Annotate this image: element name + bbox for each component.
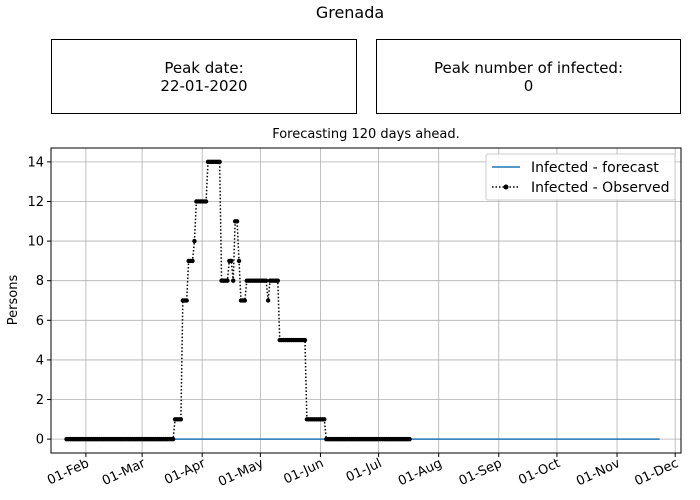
- y-tick-label: 6: [36, 314, 44, 329]
- y-tick-label: 12: [27, 195, 44, 210]
- observed-point: [265, 298, 271, 303]
- y-tick-label: 4: [36, 353, 44, 368]
- peak-infected-label: Peak number of infected:: [433, 58, 624, 77]
- legend-observed-marker: [503, 184, 509, 190]
- chart-title: Grenada: [315, 3, 385, 22]
- observed-point: [203, 199, 209, 204]
- x-tick-label: 01-Feb: [45, 456, 91, 488]
- x-tick-label: 01-Jun: [281, 456, 326, 487]
- y-tick-label: 10: [27, 235, 44, 250]
- x-tick-label: 01-Apr: [162, 456, 208, 488]
- observed-point: [178, 417, 184, 422]
- x-tick-label: 01-Oct: [516, 456, 562, 488]
- x-tick-label: 01-May: [216, 456, 266, 490]
- observed-point: [234, 219, 240, 224]
- x-tick-label: 01-Nov: [574, 456, 623, 489]
- y-tick-label: 14: [27, 155, 44, 170]
- observed-point: [231, 278, 236, 283]
- y-axis-label: Persons: [6, 275, 21, 326]
- observed-point: [192, 238, 197, 244]
- legend-forecast-label: Infected - forecast: [531, 160, 659, 176]
- chart-subtitle: Forecasting 120 days ahead.: [272, 127, 460, 142]
- y-tick-label: 2: [36, 393, 44, 408]
- legend-box: [485, 153, 676, 201]
- legend: Infected - forecast Infected - Observed: [485, 153, 676, 201]
- x-tick-label: 01-Jul: [344, 456, 384, 486]
- observed-point: [242, 298, 248, 303]
- x-tick-label: 01-Dec: [632, 456, 680, 489]
- y-tick-label: 8: [36, 274, 44, 289]
- observed-point: [322, 417, 327, 422]
- observed-point: [302, 337, 308, 343]
- observed-point: [190, 258, 195, 264]
- observed-point: [236, 258, 242, 264]
- observed-point: [263, 278, 269, 283]
- y-tick-label: 0: [36, 433, 44, 448]
- observed-point: [184, 298, 189, 303]
- peak-date-label: Peak date:: [164, 58, 244, 77]
- observed-point: [217, 159, 222, 165]
- x-tick-label: 01-Mar: [100, 456, 148, 489]
- x-tick-label: 01-Aug: [396, 456, 444, 489]
- observed-point: [170, 436, 176, 442]
- peak-date-value: 22-01-2020: [160, 76, 248, 95]
- plot-frame: [50, 147, 682, 454]
- series-observed-line: [66, 161, 410, 440]
- x-tick-label: 01-Sep: [457, 456, 505, 489]
- observed-point: [407, 436, 412, 442]
- observed-point: [275, 278, 280, 283]
- series-lines: [64, 159, 660, 442]
- peak-date-box: Peak date: 22-01-2020: [51, 39, 357, 114]
- peak-infected-value: 0: [523, 76, 534, 95]
- peak-infected-box: Peak number of infected: 0: [376, 39, 681, 114]
- grid-lines: [51, 148, 681, 453]
- observed-point: [225, 278, 230, 283]
- legend-observed-label: Infected - Observed: [531, 180, 670, 196]
- observed-point: [229, 258, 234, 264]
